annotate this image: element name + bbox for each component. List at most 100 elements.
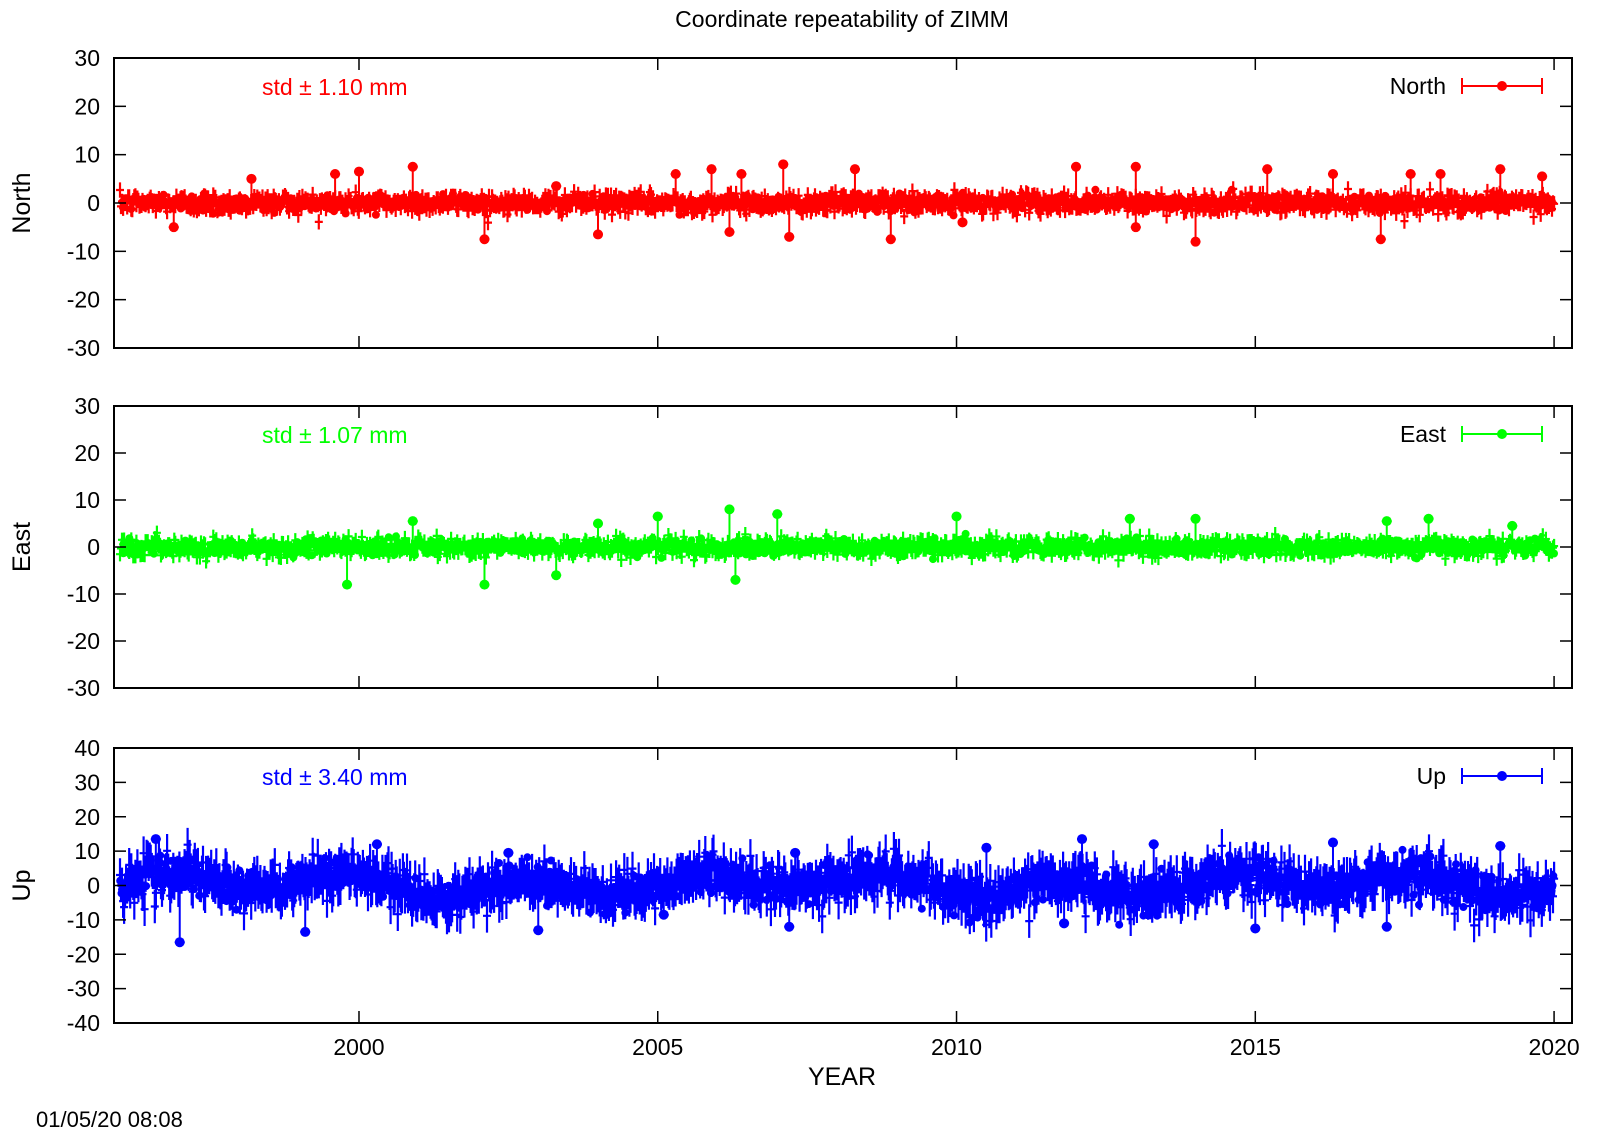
data-point	[943, 547, 952, 556]
data-point	[978, 203, 987, 212]
data-point	[166, 881, 175, 890]
data-point	[249, 893, 258, 902]
data-point	[1435, 543, 1444, 552]
spike-point	[1124, 513, 1135, 524]
data-point	[1172, 203, 1181, 212]
data-point	[1080, 533, 1089, 542]
data-point	[1287, 873, 1296, 882]
data-point	[379, 892, 388, 901]
data-point	[917, 904, 926, 913]
data-point	[237, 880, 246, 889]
data-point	[1342, 872, 1351, 881]
data-point	[1039, 895, 1047, 904]
data-point	[1031, 898, 1039, 907]
data-point	[1339, 545, 1348, 554]
data-point	[1195, 549, 1204, 558]
data-point	[801, 893, 810, 902]
data-point	[754, 877, 763, 886]
data-point	[1381, 865, 1390, 874]
data-point	[1458, 880, 1467, 889]
data-point	[1345, 202, 1354, 211]
data-point	[1229, 539, 1238, 548]
data-point	[630, 871, 639, 880]
data-point	[1218, 200, 1227, 209]
data-point	[522, 872, 531, 881]
data-point	[600, 205, 609, 214]
spike-point	[503, 847, 514, 858]
data-point	[191, 548, 200, 557]
data-point	[963, 537, 971, 545]
data-point	[659, 200, 668, 209]
data-point	[1153, 911, 1162, 920]
data-point	[513, 873, 522, 882]
data-point	[142, 882, 151, 891]
data-point	[1389, 195, 1398, 203]
data-point	[945, 199, 954, 208]
data-point	[622, 547, 631, 555]
data-point	[362, 205, 371, 214]
data-point	[533, 862, 542, 871]
data-point	[606, 892, 615, 901]
data-point	[1091, 185, 1100, 194]
data-point	[1498, 545, 1507, 554]
data-point	[341, 209, 350, 218]
data-point	[627, 198, 636, 207]
data-point	[1158, 195, 1167, 204]
data-point	[1476, 193, 1485, 202]
data-point	[870, 198, 879, 207]
data-point	[558, 878, 567, 887]
data-point	[1200, 885, 1209, 894]
data-point	[596, 547, 605, 556]
data-point	[149, 549, 158, 558]
data-point	[801, 548, 810, 557]
data-point	[1033, 542, 1042, 551]
data-point	[616, 198, 625, 207]
data-point	[150, 543, 159, 552]
data-point	[525, 198, 534, 206]
data-point	[926, 547, 935, 556]
data-point	[323, 191, 332, 200]
spike-point	[1077, 834, 1088, 845]
spike-point	[1375, 234, 1386, 245]
std-label-up: std ± 3.40 mm	[262, 764, 408, 790]
timestamp: 01/05/20 08:08	[36, 1107, 183, 1132]
data-point	[1512, 891, 1521, 900]
data-point	[924, 197, 933, 206]
data-point	[1012, 196, 1021, 205]
data-point	[985, 894, 993, 903]
data-point	[896, 545, 904, 554]
data-point	[1463, 203, 1472, 212]
data-point	[1139, 911, 1148, 920]
data-point	[1122, 197, 1131, 205]
data-point	[232, 905, 241, 914]
data-point	[349, 544, 358, 553]
data-point	[455, 903, 463, 912]
data-point	[1074, 886, 1083, 894]
data-point	[312, 198, 321, 207]
data-point	[1268, 194, 1276, 202]
data-point	[1228, 202, 1237, 211]
data-point	[1481, 906, 1490, 915]
data-point	[721, 545, 730, 554]
data-point	[1465, 878, 1474, 886]
data-point	[589, 892, 598, 901]
data-point	[748, 205, 757, 214]
data-point	[118, 197, 127, 206]
data-point	[169, 867, 177, 876]
data-point	[530, 547, 539, 556]
data-point	[1479, 872, 1488, 881]
std-label-north: std ± 1.10 mm	[262, 74, 408, 100]
panel-east: 30 20 10 0 -10 -20 -30 East std ± 1.07 mm East	[8, 393, 1573, 701]
y-tick-label: 0	[87, 534, 100, 560]
data-point	[384, 533, 393, 542]
data-point	[991, 898, 1000, 907]
data-point	[203, 194, 212, 203]
data-point	[1021, 867, 1030, 876]
data-point	[1405, 193, 1414, 202]
spike-point	[1495, 164, 1506, 175]
data-point	[1487, 872, 1496, 881]
series-north	[116, 159, 1559, 247]
spike-point	[551, 181, 562, 192]
data-point	[532, 204, 541, 213]
